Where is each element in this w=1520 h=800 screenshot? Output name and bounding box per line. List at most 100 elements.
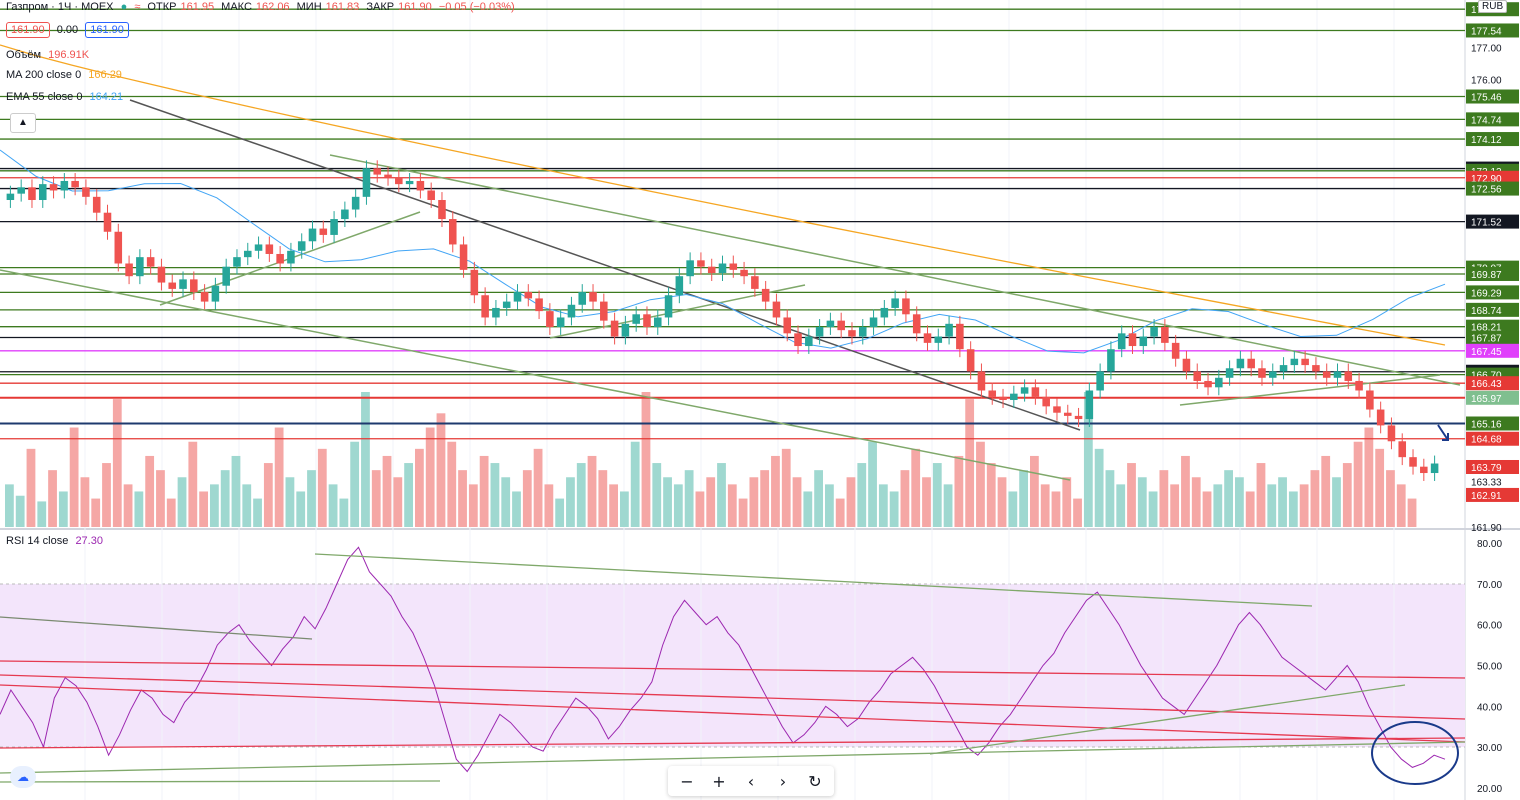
candle-body xyxy=(513,292,522,302)
candle-body xyxy=(535,298,543,312)
volume-bar xyxy=(436,413,446,527)
candle-body xyxy=(1128,333,1137,347)
volume-bar xyxy=(231,455,241,527)
candle-body xyxy=(60,180,69,191)
volume-bar xyxy=(976,441,985,527)
candle-body xyxy=(200,292,209,302)
volume-bar xyxy=(458,470,467,527)
low-value: 161.83 xyxy=(325,1,360,13)
trend-line xyxy=(1179,374,1441,406)
price-tick-label: 169.87 xyxy=(1471,270,1502,281)
price-tick-label: 172.56 xyxy=(1471,185,1502,196)
volume-bar xyxy=(1019,470,1028,527)
candle-body xyxy=(17,187,25,194)
candle-body xyxy=(1247,358,1255,369)
volume-bar xyxy=(1386,470,1395,527)
volume-bar xyxy=(26,448,36,527)
rsi-trend-line xyxy=(314,553,1313,607)
volume-bar xyxy=(544,484,554,527)
candle-body xyxy=(1182,358,1191,372)
candle-body xyxy=(697,260,705,267)
volume-bar xyxy=(598,470,608,527)
price-tick-label: 176.00 xyxy=(1471,75,1502,86)
price-tag-bg xyxy=(1466,181,1519,196)
volume-bar xyxy=(1040,484,1050,527)
trend-line xyxy=(0,269,1071,481)
candle-body xyxy=(740,269,748,277)
annotation-circle xyxy=(1371,721,1459,785)
candle-body xyxy=(546,311,554,327)
volume-bar xyxy=(1267,484,1277,527)
volume-bar xyxy=(1191,477,1201,527)
collapse-legend-button[interactable]: ▲ xyxy=(10,113,36,133)
price-tick-label: 166.70 xyxy=(1471,371,1502,382)
price-tag-bg xyxy=(1466,487,1519,502)
rsi-band xyxy=(0,583,1465,748)
candle-body xyxy=(287,250,295,264)
volume-bar xyxy=(1407,498,1417,527)
candle-body xyxy=(1355,380,1363,391)
candle-body xyxy=(751,276,759,289)
candle-body xyxy=(71,180,79,188)
scroll-right-button[interactable]: › xyxy=(779,771,787,791)
candle-body xyxy=(686,260,694,277)
volume-bar xyxy=(857,463,867,527)
candle-body xyxy=(621,323,630,337)
candle-body xyxy=(718,263,727,274)
candle-body xyxy=(233,257,241,267)
price-tag-bg xyxy=(1466,330,1519,345)
candle-body xyxy=(1312,365,1320,372)
volume-bar xyxy=(533,448,543,527)
volume-bar xyxy=(5,484,14,527)
candle-body xyxy=(934,336,943,343)
volume-bar xyxy=(1170,484,1180,527)
candle-body xyxy=(190,279,198,293)
volume-bar xyxy=(1310,470,1320,527)
volume-bar xyxy=(37,501,47,527)
ema-value: 164.21 xyxy=(89,91,124,103)
volume-bar xyxy=(48,470,57,527)
volume-bar xyxy=(404,463,413,527)
compare-icon[interactable]: ≈ xyxy=(134,1,141,13)
zoom-out-button[interactable]: − xyxy=(680,771,694,791)
eye-icon[interactable]: ● xyxy=(120,1,128,13)
trend-line xyxy=(129,99,1081,431)
candle-body xyxy=(815,326,824,337)
volume-bar xyxy=(512,491,521,527)
sell-button[interactable]: 161.90 xyxy=(6,22,50,38)
volume-bar xyxy=(663,477,672,527)
volume-bar xyxy=(1245,491,1255,527)
buy-button[interactable]: 161.90 xyxy=(85,22,129,38)
volume-bar xyxy=(501,477,511,527)
ma-200-line xyxy=(0,44,1446,346)
volume-bar xyxy=(1299,484,1309,527)
candle-body xyxy=(492,307,500,318)
candle-body xyxy=(999,396,1007,401)
volume-bar xyxy=(58,491,68,527)
candle-body xyxy=(1020,387,1029,394)
reset-chart-button[interactable]: ↻ xyxy=(808,771,822,791)
zoom-in-button[interactable]: + xyxy=(712,771,726,791)
candle-body xyxy=(912,314,921,334)
price-tag-bg xyxy=(1466,285,1519,300)
candle-body xyxy=(308,228,317,242)
scroll-left-button[interactable]: ‹ xyxy=(747,771,755,791)
volume-bar xyxy=(673,484,683,527)
currency-label: RUB xyxy=(1478,0,1508,13)
volume-bar xyxy=(1288,491,1298,527)
rsi-trend-line xyxy=(0,660,1466,679)
volume-label: Объём xyxy=(6,49,42,61)
candle-body xyxy=(977,371,986,391)
close-value: 161.90 xyxy=(398,1,432,13)
price-tag-bg xyxy=(1466,416,1519,431)
volume-bar xyxy=(296,491,306,527)
cloud-icon[interactable]: ☁ xyxy=(10,766,36,788)
candle-body xyxy=(1139,336,1148,347)
candle-body xyxy=(1376,409,1385,426)
candle-body xyxy=(28,187,36,201)
price-tag-bg xyxy=(1466,376,1519,391)
price-tag-bg xyxy=(1466,214,1519,229)
volume-bar xyxy=(889,491,899,527)
candle-body xyxy=(1301,358,1309,366)
